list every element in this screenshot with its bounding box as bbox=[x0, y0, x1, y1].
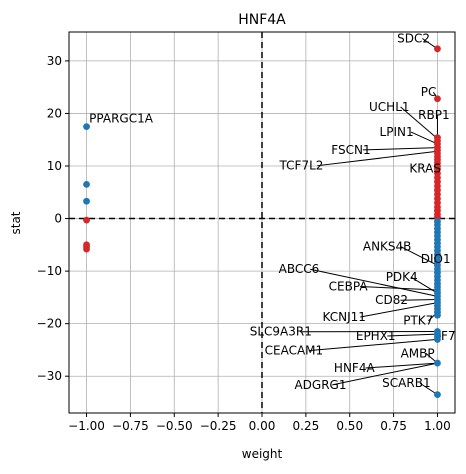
x-axis-label: weight bbox=[242, 447, 283, 461]
point-label: RBP1 bbox=[418, 108, 449, 122]
y-tick-label: −30 bbox=[37, 369, 62, 383]
point-label: PDK4 bbox=[386, 270, 418, 284]
point-label: LPIN1 bbox=[380, 125, 414, 139]
point-label: EPHX1 bbox=[356, 329, 396, 343]
y-tick-label: 30 bbox=[47, 54, 62, 68]
data-point bbox=[83, 181, 90, 188]
point-label: HNF4A bbox=[334, 361, 376, 375]
point-label: SCARB1 bbox=[382, 376, 430, 390]
point-label: UCHL1 bbox=[369, 100, 410, 114]
point-label: ANKS4B bbox=[363, 240, 412, 254]
point-label: SLC9A3R1 bbox=[250, 325, 312, 339]
x-tick-label: 0.00 bbox=[249, 419, 276, 433]
x-tick-label: −0.25 bbox=[200, 419, 237, 433]
point-label: F7 bbox=[441, 329, 456, 343]
point-label: ABCC6 bbox=[279, 262, 320, 276]
y-tick-label: −20 bbox=[37, 317, 62, 331]
y-tick-label: 20 bbox=[47, 106, 62, 120]
point-label: CD82 bbox=[375, 293, 408, 307]
point-label: SDC2 bbox=[397, 32, 430, 46]
x-tick-label: 0.50 bbox=[336, 419, 363, 433]
point-label: ADGRG1 bbox=[294, 378, 346, 392]
y-axis-label: stat bbox=[9, 211, 23, 234]
point-label: AMBP bbox=[401, 346, 435, 360]
plot-area: SDC2 PC UCHL1 RBP1 LPIN1 FSCN1 TCF7L2 KRAS ANKS4… bbox=[37, 32, 456, 433]
data-point bbox=[434, 312, 441, 319]
annotation-connector bbox=[360, 287, 437, 290]
x-tick-label: −1.00 bbox=[68, 419, 105, 433]
annotation-connector bbox=[411, 132, 437, 144]
point-label: CEBPA bbox=[329, 280, 369, 294]
y-tick-label: 0 bbox=[54, 212, 62, 226]
data-point bbox=[83, 217, 90, 224]
data-point bbox=[434, 336, 441, 343]
x-tick-label: 0.75 bbox=[380, 419, 407, 433]
x-tick-label: −0.50 bbox=[156, 419, 193, 433]
point-label: KCNJ11 bbox=[323, 310, 366, 324]
data-point bbox=[434, 360, 441, 367]
y-tick-label: −10 bbox=[37, 264, 62, 278]
point-label: FSCN1 bbox=[331, 143, 370, 157]
point-label: CEACAM1 bbox=[265, 344, 324, 358]
data-point bbox=[83, 246, 90, 253]
x-tick-label: 0.25 bbox=[293, 419, 320, 433]
x-tick-label: 1.00 bbox=[424, 419, 451, 433]
data-point bbox=[434, 45, 441, 52]
chart-title: HNF4A bbox=[238, 12, 286, 28]
point-label: KRAS bbox=[409, 161, 441, 175]
data-point bbox=[434, 391, 441, 398]
x-tick-label: −0.75 bbox=[112, 419, 149, 433]
point-label: TCF7L2 bbox=[279, 159, 324, 173]
annotation-connector bbox=[363, 148, 438, 150]
point-label: PC bbox=[421, 85, 437, 99]
point-label: PPARGC1A bbox=[89, 111, 154, 125]
y-tick-label: 10 bbox=[47, 159, 62, 173]
point-label: PTK7 bbox=[403, 314, 433, 328]
data-point bbox=[83, 198, 90, 205]
point-label: DIO1 bbox=[421, 252, 451, 266]
